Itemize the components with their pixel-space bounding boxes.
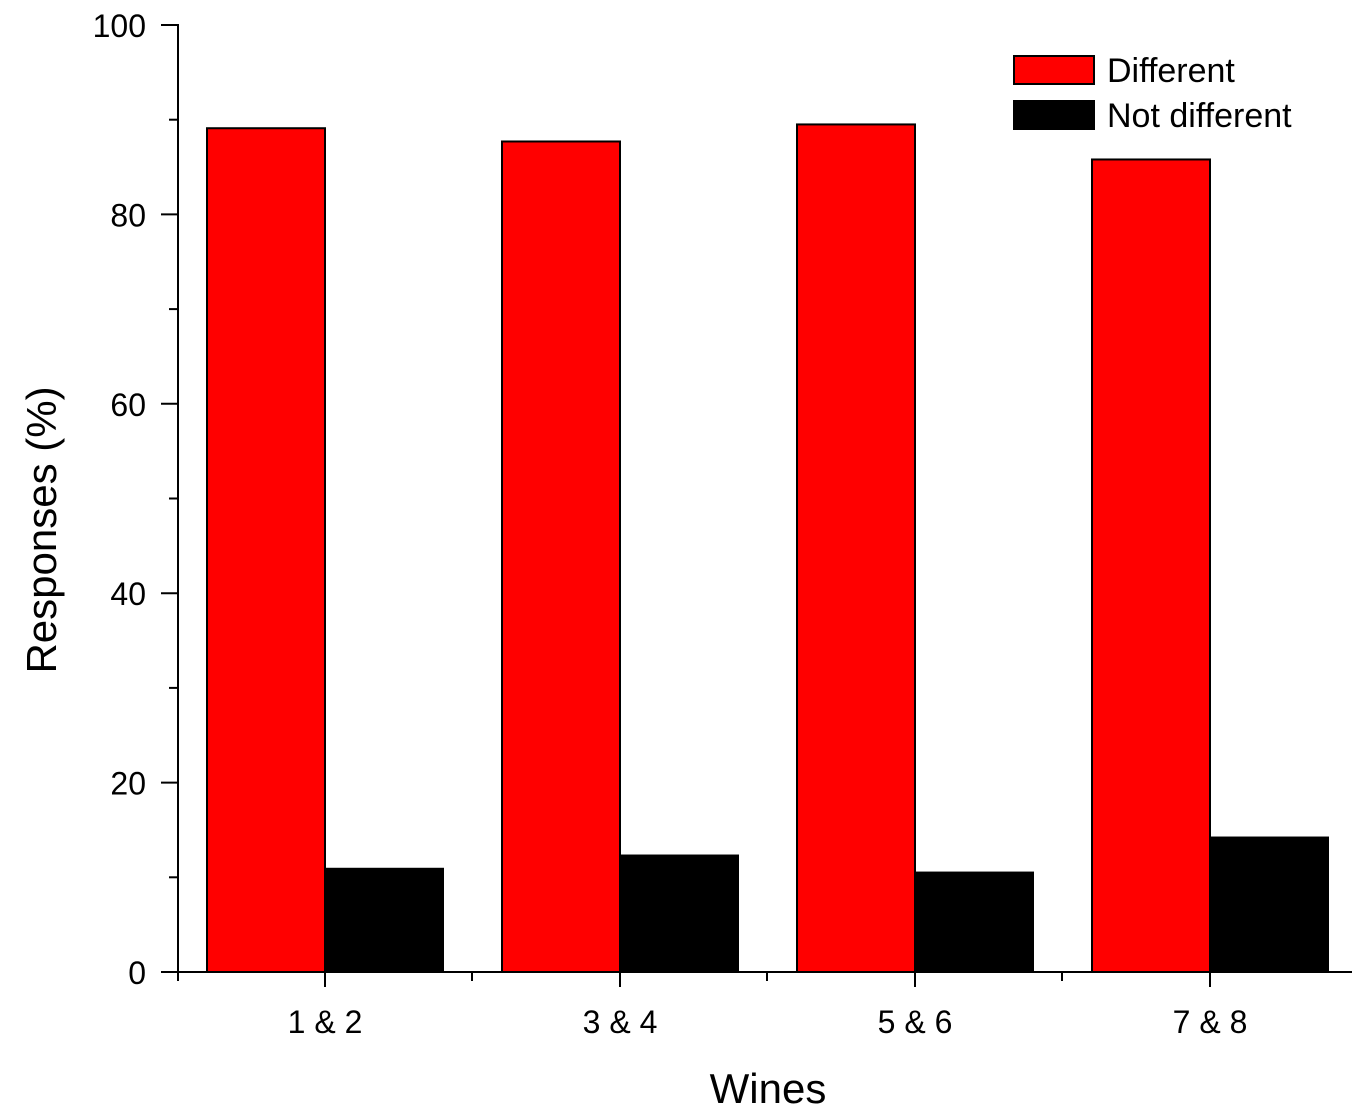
legend-label-different: Different (1107, 52, 1235, 90)
bar-not-different-3 (914, 871, 1034, 973)
bar-different-2 (501, 140, 621, 973)
bar-different-4 (1091, 158, 1211, 973)
x-tick-label: 3 & 4 (583, 1004, 658, 1040)
legend: Different Not different (1013, 52, 1292, 135)
legend-label-not-different: Not different (1107, 97, 1292, 135)
x-tick-label: 5 & 6 (878, 1004, 953, 1040)
legend-swatch-different (1013, 55, 1095, 85)
bar-not-different-2 (619, 854, 739, 973)
axes-layer: 0 20 40 60 80 100 1 & 2 3 & 4 5 & 6 7 & 8 (93, 8, 1352, 1040)
bar-not-different-1 (324, 867, 444, 973)
x-tick-label: 1 & 2 (288, 1004, 363, 1040)
y-tick-label: 60 (110, 387, 146, 423)
x-tick-label: 7 & 8 (1173, 1004, 1248, 1040)
y-tick-label: 20 (110, 766, 146, 802)
bar-not-different-4 (1209, 836, 1329, 973)
y-tick-label: 100 (93, 8, 146, 44)
legend-swatch-not-different (1013, 100, 1095, 130)
y-tick-label: 0 (128, 955, 146, 991)
bars-layer (206, 123, 1329, 973)
y-tick-label: 40 (110, 576, 146, 612)
bar-different-3 (796, 123, 916, 973)
y-axis-label: Responses (%) (18, 386, 65, 673)
x-axis-label: Wines (710, 1065, 827, 1112)
bar-different-1 (206, 127, 326, 973)
y-tick-label: 80 (110, 197, 146, 233)
